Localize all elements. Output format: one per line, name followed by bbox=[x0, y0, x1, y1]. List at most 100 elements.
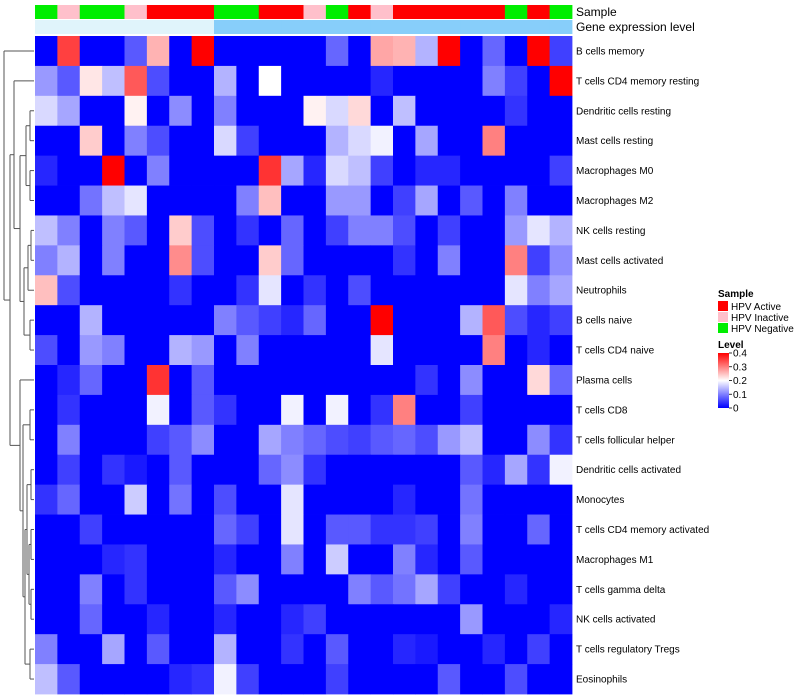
heatmap-cell bbox=[348, 155, 372, 186]
sample-annotation-cell bbox=[258, 5, 282, 19]
expression-annotation-cell bbox=[236, 20, 260, 34]
sample-legend-swatch bbox=[718, 301, 728, 311]
sample-legend-label: HPV Inactive bbox=[731, 313, 789, 324]
expression-annotation-label: Gene expression level bbox=[576, 20, 695, 34]
sample-annotation-cell bbox=[281, 5, 304, 19]
heatmap-cell bbox=[482, 305, 506, 336]
expression-annotation-cell bbox=[370, 20, 394, 34]
heatmap-cell bbox=[236, 514, 260, 545]
heatmap-cell bbox=[527, 365, 551, 396]
heatmap-cell bbox=[370, 275, 394, 306]
heatmap-cell bbox=[482, 36, 506, 67]
heatmap-cell bbox=[504, 335, 528, 366]
heatmap-cell bbox=[57, 36, 81, 67]
heatmap-cell bbox=[146, 365, 170, 396]
heatmap-cell bbox=[415, 574, 439, 605]
heatmap-cell bbox=[482, 604, 506, 635]
heatmap-cell bbox=[169, 275, 193, 306]
heatmap-cell bbox=[281, 424, 304, 456]
level-legend-title: Level bbox=[718, 340, 744, 351]
heatmap-cell bbox=[415, 335, 439, 366]
heatmap-cell bbox=[325, 514, 349, 545]
heatmap-cell bbox=[169, 394, 193, 426]
heatmap-cell bbox=[236, 65, 260, 97]
heatmap-cells bbox=[35, 36, 573, 695]
heatmap-cell bbox=[370, 36, 394, 67]
heatmap-cell bbox=[57, 65, 81, 97]
heatmap-cell bbox=[124, 365, 148, 396]
heatmap-cell bbox=[303, 365, 327, 396]
heatmap-cell bbox=[102, 65, 125, 97]
heatmap-cell bbox=[527, 275, 551, 306]
heatmap-cell bbox=[527, 604, 551, 635]
heatmap-cell bbox=[191, 454, 215, 486]
heatmap-cell bbox=[325, 275, 349, 306]
sample-legend-title: Sample bbox=[718, 289, 754, 300]
heatmap-cell bbox=[258, 365, 282, 396]
heatmap-cell bbox=[303, 604, 327, 635]
heatmap-cell bbox=[236, 484, 260, 515]
heatmap-cell bbox=[370, 215, 394, 246]
heatmap-cell bbox=[437, 604, 461, 635]
heatmap-cell bbox=[437, 275, 461, 306]
heatmap-cell bbox=[437, 36, 461, 67]
heatmap-cell bbox=[393, 125, 416, 157]
heatmap-cell bbox=[281, 36, 304, 67]
heatmap-cell bbox=[460, 514, 483, 545]
heatmap-cell bbox=[146, 574, 170, 605]
heatmap-cell bbox=[303, 95, 327, 127]
heatmap-cell bbox=[57, 604, 81, 635]
heatmap-cell bbox=[79, 544, 103, 575]
heatmap-cell bbox=[348, 514, 372, 545]
heatmap-cell bbox=[146, 275, 170, 306]
heatmap-cell bbox=[348, 125, 372, 157]
heatmap-cell bbox=[504, 155, 528, 186]
heatmap-cell bbox=[146, 424, 170, 456]
heatmap-cell bbox=[527, 634, 551, 665]
heatmap-cell bbox=[236, 634, 260, 665]
heatmap-cell bbox=[303, 305, 327, 336]
row-label: NK cells activated bbox=[576, 615, 655, 626]
heatmap-cell bbox=[348, 245, 372, 276]
heatmap-cell bbox=[146, 454, 170, 486]
heatmap-cell bbox=[303, 424, 327, 456]
heatmap-cell bbox=[527, 245, 551, 276]
heatmap-cell bbox=[415, 185, 439, 216]
heatmap-cell bbox=[370, 574, 394, 605]
row-dendrogram bbox=[3, 50, 34, 680]
heatmap-cell bbox=[146, 664, 170, 695]
heatmap-cell bbox=[415, 514, 439, 545]
heatmap-cell bbox=[415, 394, 439, 426]
heatmap-cell bbox=[169, 185, 193, 216]
heatmap-cell bbox=[281, 544, 304, 575]
heatmap-cell bbox=[281, 215, 304, 246]
heatmap-cell bbox=[102, 185, 125, 216]
expression-annotation-cell bbox=[258, 20, 282, 34]
heatmap-cell bbox=[258, 305, 282, 336]
heatmap-cell bbox=[303, 155, 327, 186]
level-tick-label: 0.2 bbox=[733, 376, 747, 387]
heatmap-cell bbox=[124, 305, 148, 336]
heatmap-cell bbox=[504, 65, 528, 97]
heatmap-cell bbox=[191, 574, 215, 605]
heatmap-cell bbox=[214, 664, 237, 695]
heatmap-cell bbox=[214, 245, 237, 276]
heatmap-cell bbox=[79, 245, 103, 276]
heatmap-cell bbox=[482, 245, 506, 276]
heatmap-cell bbox=[214, 604, 237, 635]
heatmap-cell bbox=[124, 664, 148, 695]
heatmap-cell bbox=[169, 36, 193, 67]
heatmap-cell bbox=[504, 365, 528, 396]
heatmap-cell bbox=[370, 65, 394, 97]
heatmap-cell bbox=[236, 365, 260, 396]
heatmap-cell bbox=[102, 424, 125, 456]
heatmap-cell bbox=[303, 634, 327, 665]
heatmap-cell bbox=[169, 125, 193, 157]
heatmap-cell bbox=[281, 155, 304, 186]
heatmap-cell bbox=[124, 514, 148, 545]
heatmap-cell bbox=[281, 394, 304, 426]
heatmap-cell bbox=[124, 95, 148, 127]
heatmap-cell bbox=[146, 514, 170, 545]
heatmap-cell bbox=[79, 424, 103, 456]
column-annotation-bars bbox=[35, 5, 573, 34]
